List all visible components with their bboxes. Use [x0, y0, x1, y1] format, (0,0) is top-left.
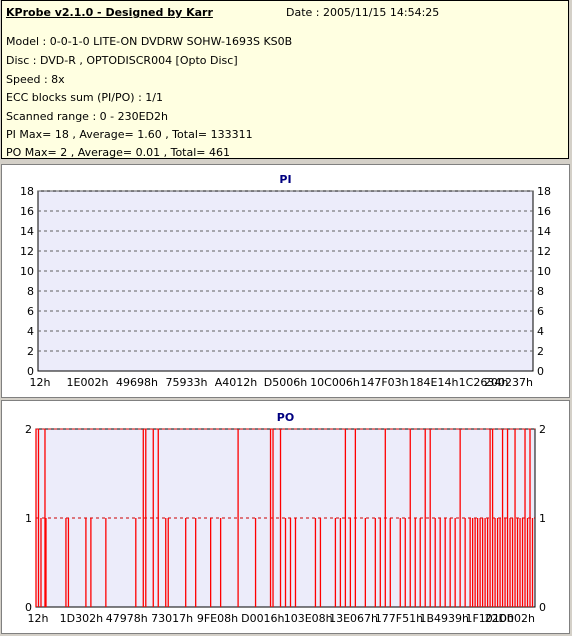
x-tick-label: 49698h [116, 376, 158, 389]
x-tick-label: D5006h [264, 376, 307, 389]
y-tick-label-left: 6 [27, 305, 34, 318]
pi-chart-panel: PI 0 0 2 2 4 4 6 6 8 8 10 10 12 12 14 14 16 16 18 18 12h 1E002… [1, 164, 570, 398]
y-tick-label-left: 18 [20, 185, 34, 198]
y-tick-label-right: 16 [537, 205, 551, 218]
y-tick-label-right: 0 [539, 601, 546, 614]
y-tick-label-left: 2 [27, 345, 34, 358]
x-tick-label: 177F51h [375, 612, 423, 625]
x-tick-label: 10C006h [310, 376, 360, 389]
x-tick-label: 12h [28, 612, 49, 625]
po-stats-line: PO Max= 2 , Average= 0.01 , Total= 461 [6, 146, 230, 159]
x-tick-label: 13E067h [329, 612, 378, 625]
y-tick-label-left: 10 [20, 265, 34, 278]
y-tick-label-right: 4 [537, 325, 544, 338]
y-tick-label-right: 0 [537, 365, 544, 378]
y-tick-label-right: 8 [537, 285, 544, 298]
y-tick-label-left: 12 [20, 245, 34, 258]
app-title: KProbe v2.1.0 - Designed by Karr [6, 6, 213, 19]
x-tick-label: 103E08h [284, 612, 333, 625]
x-tick-label: 47978h [106, 612, 148, 625]
x-tick-label: 184E14h [410, 376, 459, 389]
x-tick-label: 1E002h [67, 376, 109, 389]
pi-stats-line: PI Max= 18 , Average= 1.60 , Total= 1333… [6, 128, 253, 141]
y-tick-label-right: 12 [537, 245, 551, 258]
model-line: Model : 0-0-1-0 LITE-ON DVDRW SOHW-1693S… [6, 35, 293, 48]
y-tick-label-right: 10 [537, 265, 551, 278]
plot-area [37, 190, 534, 372]
y-tick-label-left: 0 [27, 365, 34, 378]
x-tick-label: 9FE08h [197, 612, 238, 625]
x-tick-label: 1F1010h [465, 612, 513, 625]
y-tick-label-right: 2 [537, 345, 544, 358]
range-line: Scanned range : 0 - 230ED2h [6, 110, 168, 123]
speed-line: Speed : 8x [6, 73, 65, 86]
y-tick-label-left: 1 [25, 512, 32, 525]
x-tick-label: A4012h [215, 376, 258, 389]
disc-line: Disc : DVD-R , OPTODISCR004 [Opto Disc] [6, 54, 238, 67]
x-tick-label: 1C2634h [459, 376, 509, 389]
y-tick-label-left: 16 [20, 205, 34, 218]
x-tick-label: 1D302h [60, 612, 103, 625]
x-tick-label: D0016h [241, 612, 284, 625]
y-tick-label-right: 6 [537, 305, 544, 318]
x-tick-label: 73017h [151, 612, 193, 625]
po-chart: PO 0 0 1 1 2 2 12h 1D302h 47978h 73017h 9FE08h D0016… [25, 411, 546, 625]
y-tick-label-left: 14 [20, 225, 34, 238]
po-chart-panel: PO 0 0 1 1 2 2 12h 1D302h 47978h 73017h 9FE08h D0016… [1, 400, 570, 634]
x-tick-label: 200237h [484, 376, 533, 389]
y-tick-label-right: 14 [537, 225, 551, 238]
po-series [35, 429, 534, 607]
y-tick-label-left: 8 [27, 285, 34, 298]
x-tick-label: 75933h [166, 376, 208, 389]
scan-date: Date : 2005/11/15 14:54:25 [286, 6, 440, 19]
y-tick-label-right: 18 [537, 185, 551, 198]
y-tick-label-left: 0 [25, 601, 32, 614]
x-tick-label: 1B4939h [420, 612, 470, 625]
x-tick-label: 22D002h [485, 612, 535, 625]
ecc-line: ECC blocks sum (PI/PO) : 1/1 [6, 91, 163, 104]
chart-title: PI [279, 173, 291, 186]
y-tick-label-right: 1 [539, 512, 546, 525]
x-tick-label: 12h [30, 376, 51, 389]
y-tick-label-left: 4 [27, 325, 34, 338]
chart-title: PO [277, 411, 294, 424]
y-tick-label-right: 2 [539, 423, 546, 436]
x-tick-label: 147F03h [360, 376, 408, 389]
info-panel: KProbe v2.1.0 - Designed by Karr Date : … [1, 0, 569, 159]
pi-chart: PI 0 0 2 2 4 4 6 6 8 8 10 10 12 12 14 14 16 16 18 18 12h 1E002… [20, 173, 551, 389]
y-tick-label-left: 2 [25, 423, 32, 436]
